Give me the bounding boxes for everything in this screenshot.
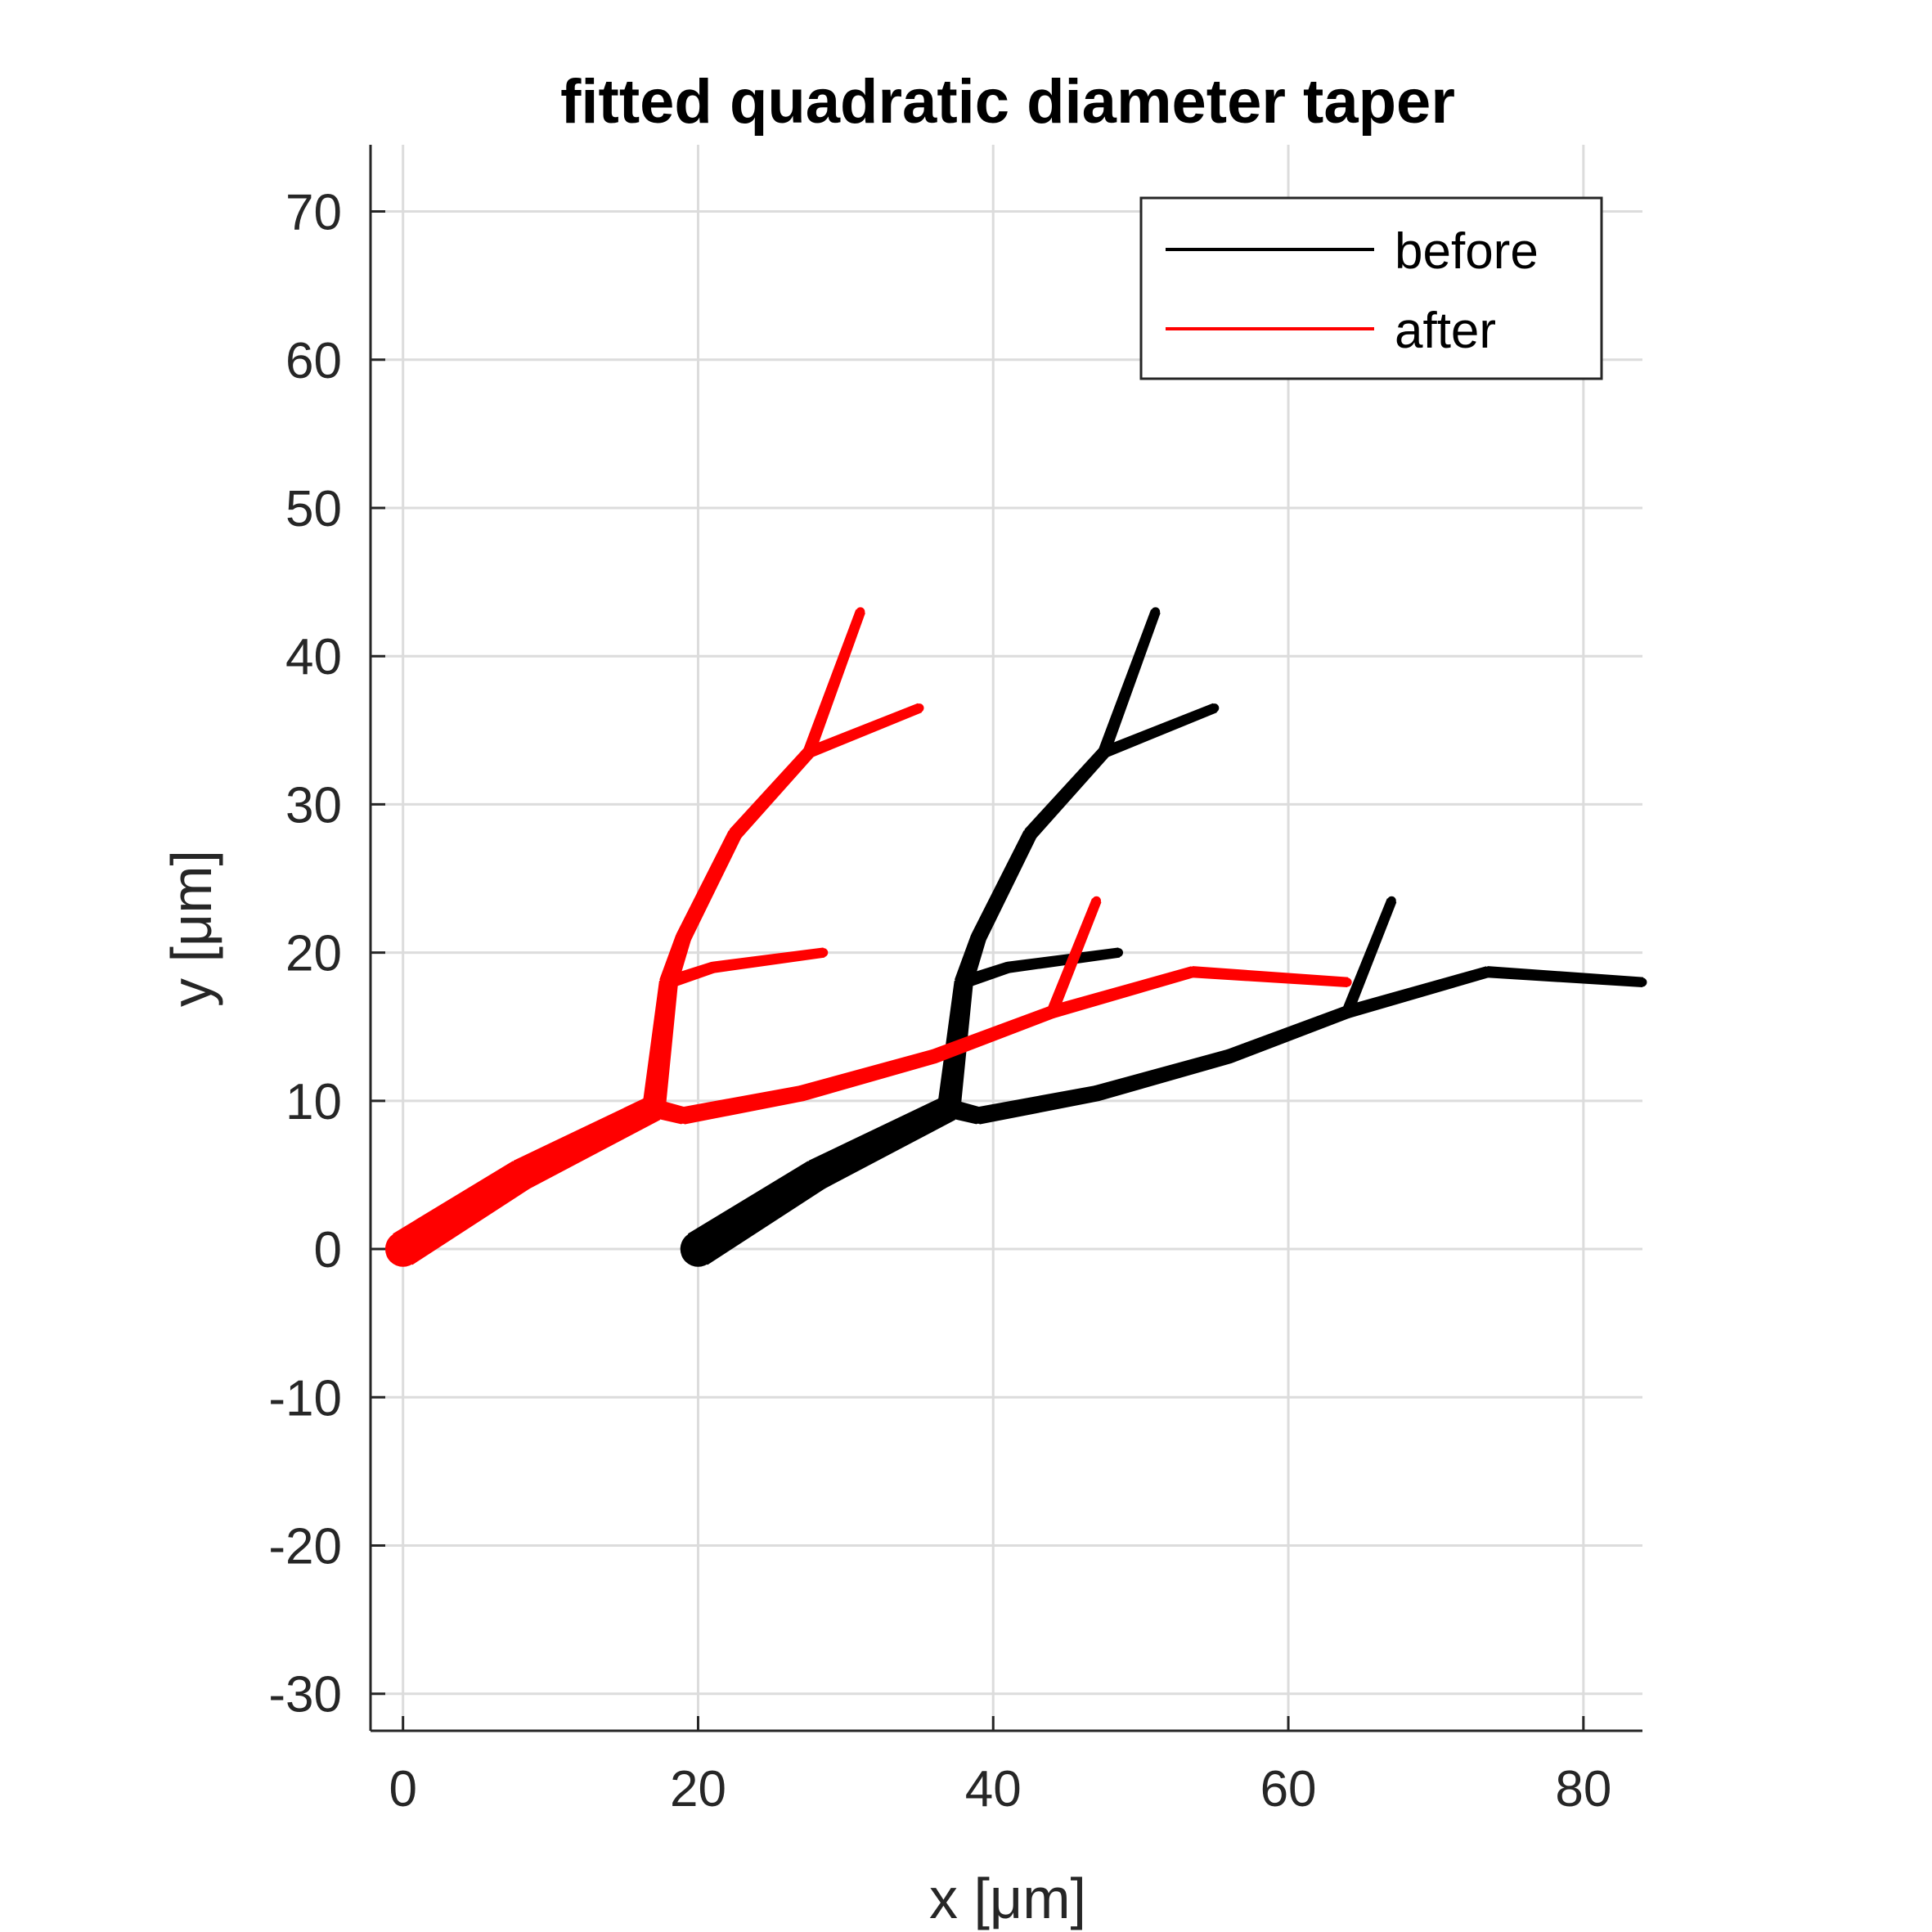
grid-lines <box>371 145 1642 1731</box>
branch-root-before <box>957 976 970 989</box>
series-before <box>680 607 1647 1267</box>
branch-joint-after <box>1092 896 1101 905</box>
branch-root-before <box>940 1099 959 1117</box>
branch-joint-before <box>1114 948 1124 958</box>
series-after <box>384 607 1352 1267</box>
branch-joint-before <box>1386 896 1396 905</box>
branch-segment-after <box>1191 966 1349 988</box>
branch-joint-before <box>1638 977 1647 987</box>
y-tick-label: 20 <box>285 926 342 982</box>
y-tick-label: 60 <box>285 333 342 389</box>
branch-root-before <box>1341 1005 1354 1018</box>
y-tick-label: -10 <box>268 1370 342 1427</box>
legend: before after <box>1139 196 1603 380</box>
y-tick-label: -30 <box>268 1667 342 1723</box>
y-tick-label: 30 <box>285 777 342 833</box>
x-tick-label: 80 <box>1555 1761 1611 1817</box>
branch-root-before <box>680 1231 717 1267</box>
branch-joint-before <box>1151 607 1161 617</box>
branch-root-after <box>1046 1005 1058 1018</box>
x-tick-label: 40 <box>965 1761 1022 1817</box>
y-axis-label: y [μm] <box>160 850 223 1007</box>
y-tick-label: -20 <box>268 1518 342 1575</box>
branch-root-after <box>645 1099 663 1117</box>
branch-segment-after <box>711 947 825 973</box>
branch-root-after <box>663 976 675 989</box>
x-tick-label: 0 <box>389 1761 416 1817</box>
legend-label-before: before <box>1395 223 1539 280</box>
chart-title: fitted quadratic diameter taper <box>560 67 1455 137</box>
x-tick-label: 20 <box>670 1761 726 1817</box>
y-tick-label: 70 <box>285 185 342 241</box>
plot-series <box>384 607 1647 1267</box>
y-tick-label: 10 <box>285 1074 342 1130</box>
branch-joint-after <box>856 607 865 617</box>
y-tick-label: 40 <box>285 629 342 685</box>
branch-joint-before <box>1210 703 1220 713</box>
branch-joint-after <box>914 703 924 713</box>
branch-root-before <box>1099 747 1109 758</box>
y-tick-label: 50 <box>285 481 342 537</box>
branch-joint-after <box>819 948 829 958</box>
x-tick-label: 60 <box>1260 1761 1317 1817</box>
legend-box <box>1139 196 1603 380</box>
branch-joint-after <box>1342 977 1352 987</box>
x-axis-label: x [μm] <box>929 1867 1086 1930</box>
axes <box>369 145 1642 1732</box>
branch-root-after <box>384 1231 421 1267</box>
tick-labels: 0 20 40 60 80 -30 -20 -10 0 10 20 30 40 50 60 70 <box>268 185 1611 1817</box>
branch-segment-before <box>1006 947 1121 973</box>
legend-label-after: after <box>1395 303 1496 359</box>
y-tick-label: 0 <box>314 1222 342 1278</box>
branch-root-after <box>803 747 815 758</box>
branch-segment-before <box>1486 966 1644 988</box>
